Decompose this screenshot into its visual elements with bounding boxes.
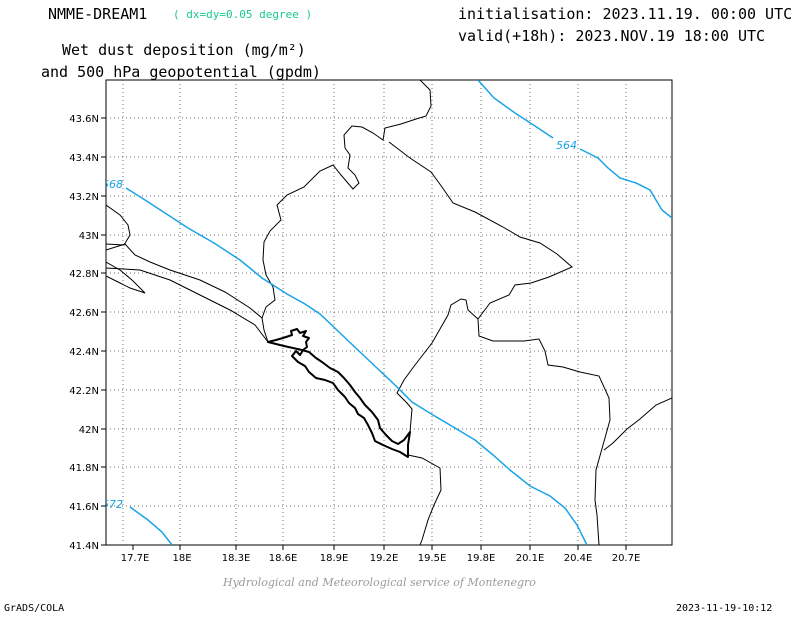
- lat-label: 42N: [79, 425, 99, 436]
- map-title-line1: Wet dust deposition (mg/m²): [62, 41, 306, 59]
- lon-label: 18.3E: [222, 553, 251, 564]
- lat-label: 41.8N: [69, 463, 99, 474]
- lon-label: 18E: [172, 553, 191, 564]
- contour-564: [477, 80, 672, 219]
- montenegro-coastline: [267, 328, 411, 458]
- map-title-line2: and 500 hPa geopotential (gpdm): [41, 63, 321, 81]
- border-line: [603, 397, 672, 451]
- country-borders: [106, 80, 672, 545]
- initialisation-time: initialisation: 2023.11.19. 00:00 UTC: [458, 5, 793, 23]
- contour-label: 572: [102, 498, 123, 511]
- lat-label: 41.4N: [69, 541, 99, 552]
- model-name: NMME-DREAM1: [48, 5, 148, 23]
- border-line: [261, 80, 432, 343]
- lat-label: 43.4N: [69, 153, 99, 164]
- valid-time: valid(+18h): 2023.NOV.19 18:00 UTC: [458, 27, 766, 45]
- lat-label: 41.6N: [69, 502, 99, 513]
- contour-568: [125, 187, 588, 545]
- lon-label: 19.8E: [467, 553, 496, 564]
- software-credit: GrADS/COLA: [4, 603, 65, 614]
- border-line: [106, 243, 263, 319]
- contour-572: [129, 506, 173, 545]
- lon-label: 19.5E: [418, 553, 447, 564]
- lat-label: 42.2N: [69, 386, 99, 397]
- geopotential-contours: [125, 80, 672, 545]
- render-timestamp: 2023-11-19-10:12: [676, 603, 773, 614]
- lat-label: 43.6N: [69, 114, 99, 125]
- resolution-note: ( dx=dy=0.05 degree ): [173, 8, 313, 21]
- lat-label: 43.2N: [69, 192, 99, 203]
- contour-label: 564: [556, 139, 577, 152]
- border-line: [396, 298, 479, 433]
- lon-label: 18.9E: [320, 553, 349, 564]
- lon-label: 20.1E: [516, 553, 545, 564]
- lat-label: 43N: [79, 231, 99, 242]
- coastline: [106, 267, 269, 343]
- contour-label: 568: [102, 178, 123, 191]
- lat-label: 42.8N: [69, 269, 99, 280]
- lon-label: 18.6E: [269, 553, 298, 564]
- lon-label: 19.2E: [370, 553, 399, 564]
- agency-credit: Hydrological and Meteorological service …: [223, 576, 536, 589]
- lon-label: 17.7E: [121, 553, 150, 564]
- lat-label: 42.4N: [69, 347, 99, 358]
- lon-label: 20.7E: [612, 553, 641, 564]
- lat-label: 42.6N: [69, 308, 99, 319]
- coastline-island: [106, 261, 146, 294]
- tick-marks: [101, 117, 627, 550]
- border-line: [407, 454, 442, 545]
- lon-label: 20.4E: [564, 553, 593, 564]
- graticule: [106, 80, 672, 545]
